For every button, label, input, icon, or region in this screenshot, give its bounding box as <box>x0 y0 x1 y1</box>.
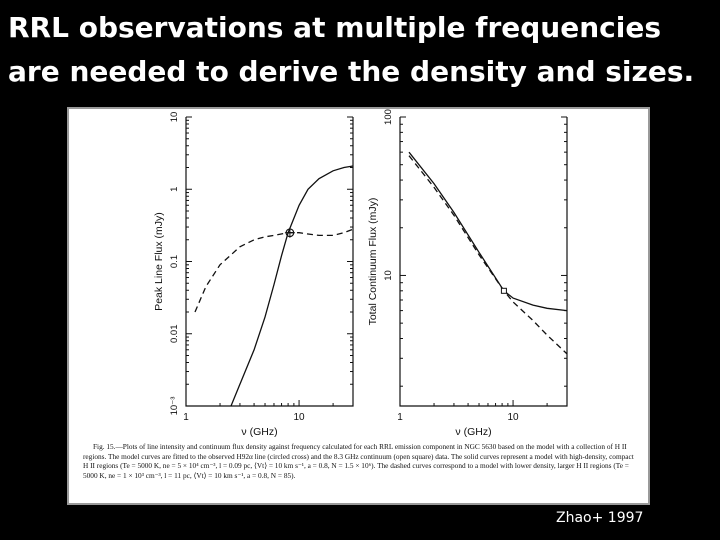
y-tick-label: 10⁻³ <box>169 397 180 416</box>
x-tick-label: 1 <box>397 412 403 423</box>
right-panel-series <box>408 151 568 355</box>
left-panel-series <box>194 165 354 407</box>
right-panel-x-tick-labels: 1 10 <box>397 412 519 423</box>
y-tick-label: 10 <box>169 112 180 123</box>
left-panel-ticks <box>185 116 354 407</box>
y-tick-label: 10 <box>383 270 394 281</box>
solid-curve <box>408 151 568 312</box>
left-panel-y-tick-labels: 10 1 0.1 0.01 10⁻³ <box>169 112 180 416</box>
y-tick-label: 0.1 <box>169 255 180 268</box>
right-panel-frame <box>399 117 568 407</box>
x-tick-label: 10 <box>293 412 305 423</box>
dashed-curve <box>194 228 354 313</box>
right-panel-y-tick-labels: 100 10 <box>383 109 394 281</box>
left-panel-x-tick-labels: 1 10 <box>183 412 305 423</box>
circled-cross-marker <box>284 227 295 238</box>
right-panel-ticks <box>399 116 568 406</box>
left-panel-ylabel: Peak Line Flux (mJy) <box>153 212 165 311</box>
x-tick-label: 1 <box>183 412 189 423</box>
right-panel-continuum-flux: 100 10 1 10 Total Continuum Flux (mJy) ν (… <box>367 109 568 438</box>
slide-title: RRL observations at multiple frequencies… <box>8 11 695 88</box>
citation-credit: Zhao+ 1997 <box>556 510 644 526</box>
y-tick-label: 1 <box>169 187 180 192</box>
y-tick-label: 0.01 <box>169 325 180 344</box>
figure-caption: Fig. 15.—Plots of line intensity and con… <box>83 442 639 480</box>
figure-image: 10 1 0.1 0.01 10⁻³ 1 10 Peak Line Flux (mJy) … <box>67 107 650 505</box>
caption-text: Fig. 15.—Plots of line intensity and con… <box>83 442 634 480</box>
solid-curve <box>230 165 354 407</box>
dashed-curve <box>408 155 568 355</box>
left-panel-frame <box>185 117 354 407</box>
right-panel-ylabel: Total Continuum Flux (mJy) <box>367 198 379 326</box>
left-panel-xlabel: ν (GHz) <box>241 426 277 438</box>
x-tick-label: 10 <box>507 412 519 423</box>
right-panel-xlabel: ν (GHz) <box>455 426 491 438</box>
y-tick-label: 100 <box>383 109 394 125</box>
open-square-marker <box>500 287 507 294</box>
